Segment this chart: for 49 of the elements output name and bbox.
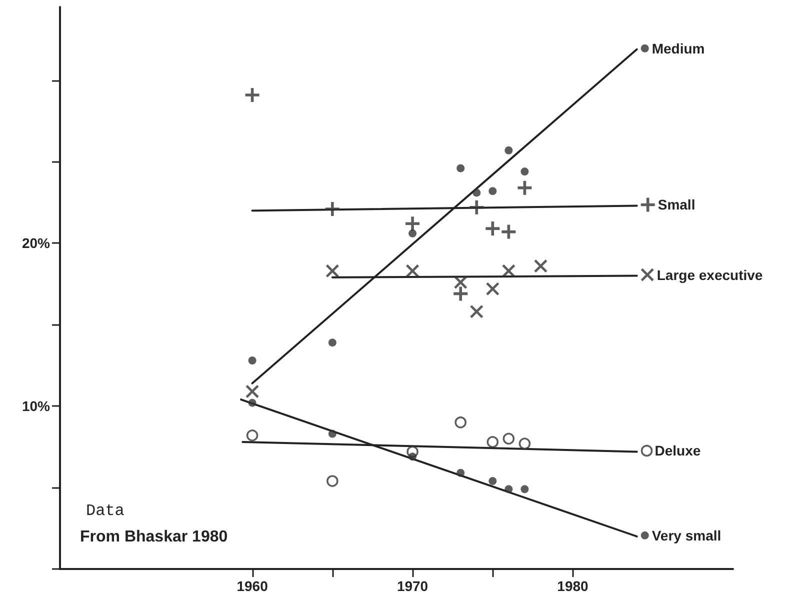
point bbox=[502, 264, 516, 278]
point bbox=[520, 168, 529, 176]
x-tick-label: 1980 bbox=[557, 578, 589, 594]
point bbox=[406, 216, 420, 231]
legend-label: Medium bbox=[652, 40, 705, 56]
legend-label: Very small bbox=[652, 527, 722, 544]
point bbox=[454, 416, 466, 428]
point bbox=[328, 430, 336, 438]
x-tick-label: 1970 bbox=[396, 578, 428, 594]
point bbox=[248, 398, 256, 407]
x-tick-label: 1960 bbox=[236, 578, 268, 594]
point bbox=[534, 260, 548, 273]
point bbox=[488, 187, 497, 196]
legend-label: Deluxe bbox=[654, 442, 701, 459]
point bbox=[486, 222, 500, 236]
point bbox=[245, 88, 260, 102]
point bbox=[518, 438, 531, 450]
point bbox=[326, 475, 338, 487]
point bbox=[325, 202, 340, 216]
point bbox=[502, 224, 516, 239]
point bbox=[408, 229, 417, 238]
legend-label: Small bbox=[658, 196, 696, 213]
point bbox=[454, 286, 468, 301]
point bbox=[326, 264, 339, 278]
point bbox=[486, 282, 500, 296]
legend-label: Large executive bbox=[656, 266, 763, 283]
point bbox=[328, 338, 336, 347]
y-tick-label: 10% bbox=[22, 398, 51, 414]
point bbox=[406, 264, 420, 278]
point bbox=[248, 356, 256, 364]
y-tick-label: 20% bbox=[22, 235, 51, 252]
point bbox=[504, 146, 513, 154]
point bbox=[454, 276, 468, 289]
point bbox=[408, 452, 417, 461]
point bbox=[470, 305, 484, 318]
point bbox=[456, 468, 465, 477]
point bbox=[488, 477, 497, 486]
annotation: Data bbox=[86, 502, 125, 520]
point bbox=[470, 200, 484, 214]
annotation: From Bhaskar 1980 bbox=[80, 528, 228, 546]
point bbox=[456, 164, 465, 172]
point bbox=[246, 430, 258, 442]
point bbox=[472, 188, 481, 197]
point bbox=[504, 485, 513, 494]
point bbox=[518, 180, 532, 195]
point bbox=[246, 384, 259, 398]
point bbox=[486, 436, 499, 448]
point bbox=[502, 432, 515, 445]
point bbox=[520, 485, 529, 494]
